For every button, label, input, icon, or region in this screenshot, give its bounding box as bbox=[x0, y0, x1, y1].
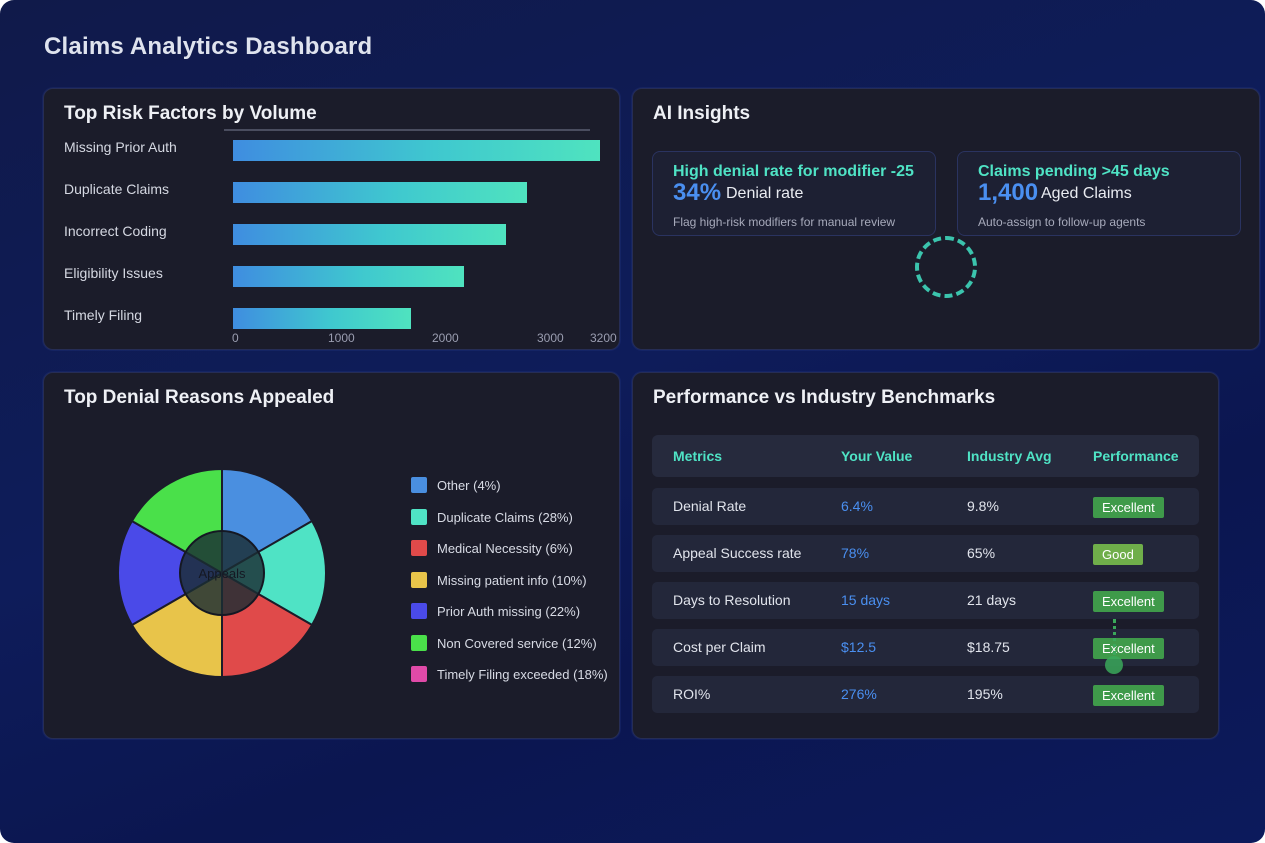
legend-swatch bbox=[411, 603, 427, 619]
legend-label: Timely Filing exceeded (18%) bbox=[437, 667, 608, 682]
bar-label: Duplicate Claims bbox=[64, 181, 170, 197]
pie-center-label: Appeals bbox=[199, 566, 246, 581]
denial-pie-chart: Appeals bbox=[117, 467, 327, 679]
benchmarks-panel: Performance vs Industry Benchmarks Metri… bbox=[632, 372, 1219, 739]
cursor-dot bbox=[1105, 656, 1123, 674]
industry-avg-cell: 9.8% bbox=[967, 498, 999, 514]
legend-swatch bbox=[411, 477, 427, 493]
industry-avg-cell: 21 days bbox=[967, 592, 1017, 608]
ai-insights-title: AI Insights bbox=[653, 103, 751, 124]
page-title: Claims Analytics Dashboard bbox=[44, 33, 373, 60]
your-value-cell: 6.4% bbox=[841, 498, 873, 514]
x-tick-label: 3000 bbox=[537, 331, 564, 345]
pie-slice[interactable] bbox=[117, 519, 224, 627]
legend-label: Medical Necessity (6%) bbox=[437, 541, 573, 556]
legend-label: Prior Auth missing (22%) bbox=[437, 604, 581, 619]
pie-center-hole bbox=[179, 530, 265, 616]
insight-unit: Aged Claims bbox=[1041, 185, 1132, 202]
bar[interactable] bbox=[233, 308, 411, 329]
bar[interactable] bbox=[233, 266, 464, 287]
insight-value: 34% bbox=[673, 179, 722, 206]
legend-swatch bbox=[411, 634, 427, 651]
pie-slice[interactable] bbox=[219, 519, 327, 627]
industry-avg-cell: 65% bbox=[967, 545, 996, 561]
insight-value: 1,400 bbox=[978, 179, 1039, 206]
performance-badge: Excellent bbox=[1093, 497, 1164, 518]
table-row[interactable]: Appeal Success rate 78% 65% Good bbox=[652, 535, 1199, 572]
metric-cell: Cost per Claim bbox=[673, 639, 766, 655]
industry-avg-cell: $18.75 bbox=[967, 639, 1010, 655]
performance-badge: Excellent bbox=[1093, 638, 1164, 659]
spinner-icon bbox=[915, 236, 977, 298]
your-value-cell: 15 days bbox=[841, 592, 891, 608]
ai-insights-panel: AI Insights High denial rate for modifie… bbox=[632, 88, 1260, 350]
legend-label: Other (4%) bbox=[437, 478, 501, 493]
title-divider bbox=[224, 129, 590, 131]
table-row[interactable]: Denial Rate 6.4% 9.8% Excellent bbox=[652, 488, 1199, 525]
bar[interactable] bbox=[233, 224, 506, 245]
x-tick-label: 0 bbox=[232, 331, 239, 345]
denial-reasons-panel: Top Denial Reasons Appealed Appeals Othe… bbox=[43, 372, 620, 739]
industry-avg-cell: 195% bbox=[967, 686, 1003, 702]
table-row[interactable]: Days to Resolution 15 days 21 days Excellen… bbox=[652, 582, 1199, 619]
insight-heading: High denial rate for modifier -25 bbox=[673, 163, 914, 180]
x-tick-label: 3200 bbox=[590, 331, 617, 345]
drag-indicator bbox=[1113, 619, 1116, 655]
legend-label: Non Covered service (12%) bbox=[437, 635, 597, 651]
insight-note: Flag high-risk modifiers for manual revi… bbox=[673, 215, 896, 229]
bar-label: Missing Prior Auth bbox=[64, 139, 177, 155]
metric-cell: Days to Resolution bbox=[673, 592, 791, 608]
table-row[interactable]: Cost per Claim $12.5 $18.75 Excellent bbox=[652, 629, 1199, 666]
column-header: Metrics bbox=[673, 448, 723, 464]
risk-factors-title: Top Risk Factors by Volume bbox=[64, 103, 317, 124]
bar-label: Eligibility Issues bbox=[64, 265, 163, 281]
performance-badge: Excellent bbox=[1093, 685, 1164, 706]
insight-card-aged-claims[interactable]: Claims pending >45 days 1,400 Aged Claim… bbox=[957, 151, 1241, 236]
x-tick-label: 2000 bbox=[432, 331, 459, 345]
insight-card-denial-modifier[interactable]: High denial rate for modifier -25 34% De… bbox=[652, 151, 936, 236]
performance-badge: Good bbox=[1093, 544, 1143, 565]
metric-cell: Appeal Success rate bbox=[673, 545, 802, 561]
performance-badge: Excellent bbox=[1093, 591, 1164, 612]
metric-cell: Denial Rate bbox=[673, 498, 747, 514]
column-header: Your Value bbox=[841, 448, 913, 464]
insight-note: Auto-assign to follow-up agents bbox=[978, 215, 1146, 229]
legend-label: Duplicate Claims (28%) bbox=[437, 509, 573, 525]
insight-heading: Claims pending >45 days bbox=[978, 163, 1170, 180]
denial-reasons-title: Top Denial Reasons Appealed bbox=[64, 387, 335, 408]
column-header: Performance bbox=[1093, 448, 1179, 464]
legend-swatch bbox=[411, 540, 427, 556]
bar[interactable] bbox=[233, 140, 600, 161]
table-header: Metrics Your Value Industry Avg Performa… bbox=[652, 435, 1199, 477]
bar-label: Timely Filing bbox=[64, 307, 143, 323]
legend-swatch bbox=[411, 666, 427, 682]
legend-swatch bbox=[411, 508, 427, 525]
column-header: Industry Avg bbox=[967, 448, 1052, 464]
your-value-cell: 276% bbox=[841, 686, 877, 702]
table-row[interactable]: ROI% 276% 195% Excellent bbox=[652, 676, 1199, 713]
your-value-cell: 78% bbox=[841, 545, 870, 561]
risk-factors-panel: Top Risk Factors by Volume Missing Prior… bbox=[43, 88, 620, 350]
benchmarks-title: Performance vs Industry Benchmarks bbox=[653, 387, 996, 408]
your-value-cell: $12.5 bbox=[841, 639, 877, 655]
insight-unit: Denial rate bbox=[726, 185, 804, 202]
x-tick-label: 1000 bbox=[328, 331, 355, 345]
legend-label: Missing patient info (10%) bbox=[437, 572, 587, 588]
legend-swatch bbox=[411, 571, 427, 588]
bar-label: Incorrect Coding bbox=[64, 223, 167, 239]
bar[interactable] bbox=[233, 182, 527, 203]
metric-cell: ROI% bbox=[673, 686, 711, 702]
